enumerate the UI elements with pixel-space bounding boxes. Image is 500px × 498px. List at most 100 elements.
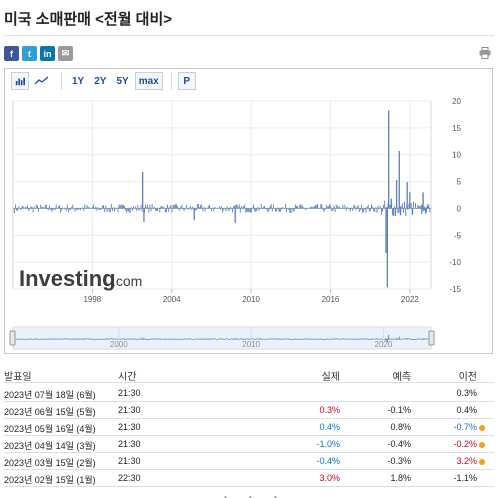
table-row: 2023년 07월 18일 (6월) 21:30 0.3% xyxy=(0,385,500,402)
y-ticks: 20 15 10 5 0 -5 -10 -15 xyxy=(449,97,461,294)
row-time: 21:30 xyxy=(118,405,141,415)
print-icon[interactable] xyxy=(479,47,491,59)
header-actual: 실제 xyxy=(321,372,340,383)
y-tick-label: 5 xyxy=(457,178,462,187)
title-divider xyxy=(4,35,494,36)
table-header-divider xyxy=(4,382,494,383)
range-1y-button[interactable]: 1Y xyxy=(72,75,85,87)
watermark-brand: Investing xyxy=(19,266,116,291)
row-date: 2023년 06월 15일 (5월) xyxy=(4,407,96,417)
row-previous: 3.2% xyxy=(456,456,477,466)
row-date: 2023년 02월 15일 (1월) xyxy=(4,475,96,485)
x-tick-label: 2004 xyxy=(163,295,181,304)
table-row: 2023년 03월 15일 (2월) 21:30 -0.4% -0.3% 3.2… xyxy=(0,453,500,470)
row-actual: -1.0% xyxy=(316,439,340,449)
y-tick-label: 15 xyxy=(452,124,461,133)
table-row: 2023년 04월 14일 (3월) 21:30 -1.0% -0.4% -0.… xyxy=(0,436,500,453)
twitter-icon[interactable]: t xyxy=(22,46,37,61)
navigator-tick-label: 2010 xyxy=(242,340,260,349)
y-tick-label: -15 xyxy=(449,285,461,294)
x-tick-label: 1998 xyxy=(83,295,101,304)
row-actual: 3.0% xyxy=(319,473,340,483)
table-header: 발표일 시간 실제 예측 이전 xyxy=(0,368,500,383)
header-date: 발표일 xyxy=(4,372,32,383)
row-time: 21:30 xyxy=(118,388,141,398)
grid-layer xyxy=(13,100,431,290)
x-ticks: 1998 2004 2010 2016 2022 xyxy=(83,289,419,304)
chart-toolbar: 1Y 2Y 5Y max P xyxy=(11,71,198,91)
row-forecast: -0.3% xyxy=(387,456,411,466)
header-previous: 이전 xyxy=(458,372,477,383)
table-row: 2023년 05월 16일 (4월) 21:30 0.4% 0.8% -0.7% xyxy=(0,419,500,436)
range-5y-button[interactable]: 5Y xyxy=(116,75,129,87)
chart-svg: 20 15 10 5 0 -5 -10 -15 1998 2004 2010 2016 2022 In… xyxy=(9,97,462,350)
bars-layer xyxy=(13,110,431,288)
revision-dot-icon xyxy=(479,459,485,465)
share-bar: f t in ✉ xyxy=(4,46,73,61)
pagination-dots[interactable]: • • • xyxy=(224,493,287,498)
row-time: 21:30 xyxy=(118,456,141,466)
row-actual: 0.3% xyxy=(319,405,340,415)
row-previous: -0.7% xyxy=(453,422,477,432)
row-date: 2023년 07월 18일 (6월) xyxy=(4,390,96,400)
watermark: Investing .com xyxy=(19,266,142,291)
page-title: 미국 소매판매 <전월 대비> xyxy=(4,11,173,28)
header-forecast: 예측 xyxy=(392,372,411,383)
bar-chart-icon[interactable] xyxy=(11,72,29,90)
revision-dot-icon xyxy=(479,442,485,448)
revision-dot-icon xyxy=(479,425,485,431)
x-tick-label: 2022 xyxy=(401,295,419,304)
y-tick-label: 20 xyxy=(452,97,461,106)
navigator-tick-label: 2020 xyxy=(374,340,392,349)
navigator-right-handle[interactable] xyxy=(428,330,435,346)
row-divider xyxy=(4,435,494,436)
toolbar-divider xyxy=(61,72,62,90)
row-time: 21:30 xyxy=(118,422,141,432)
linkedin-icon[interactable]: in xyxy=(40,46,55,61)
navigator-series xyxy=(14,335,430,343)
pin-button[interactable]: P xyxy=(177,72,196,90)
row-previous: 0.3% xyxy=(456,388,477,398)
mail-icon[interactable]: ✉ xyxy=(58,46,73,61)
row-time: 22:30 xyxy=(118,473,141,483)
header-time: 시간 xyxy=(118,372,137,383)
row-actual: -0.4% xyxy=(316,456,340,466)
row-time: 21:30 xyxy=(118,439,141,449)
row-previous: 0.4% xyxy=(456,405,477,415)
x-tick-label: 2016 xyxy=(322,295,340,304)
row-forecast: -0.4% xyxy=(387,439,411,449)
row-forecast: 1.8% xyxy=(390,473,411,483)
navigator-tick-label: 2000 xyxy=(110,340,128,349)
row-forecast: 0.8% xyxy=(390,422,411,432)
row-date: 2023년 05월 16일 (4월) xyxy=(4,424,96,434)
navigator-selection[interactable] xyxy=(13,327,431,349)
navigator[interactable]: 2000 2010 2020 xyxy=(9,326,435,350)
row-date: 2023년 04월 14일 (3월) xyxy=(4,441,96,451)
row-divider xyxy=(4,486,494,487)
chart-frame: 20 15 10 5 0 -5 -10 -15 1998 2004 2010 2016 2022 In… xyxy=(4,68,493,354)
row-divider xyxy=(4,469,494,470)
line-chart-icon[interactable] xyxy=(33,72,51,90)
range-max-button[interactable]: max xyxy=(134,72,163,90)
y-tick-label: -5 xyxy=(454,231,462,240)
row-previous: -1.1% xyxy=(453,473,477,483)
row-actual: 0.4% xyxy=(319,422,340,432)
row-date: 2023년 03월 15일 (2월) xyxy=(4,458,96,468)
plot-area xyxy=(12,100,432,290)
row-divider xyxy=(4,452,494,453)
facebook-icon[interactable]: f xyxy=(4,46,19,61)
row-previous: -0.2% xyxy=(453,439,477,449)
toolbar-divider xyxy=(170,72,172,90)
y-tick-label: 0 xyxy=(457,204,462,213)
row-divider xyxy=(4,401,494,402)
y-tick-label: -10 xyxy=(449,258,461,267)
y-tick-label: 10 xyxy=(452,151,461,160)
navigator-line xyxy=(14,338,430,340)
row-divider xyxy=(4,418,494,419)
navigator-left-handle[interactable] xyxy=(9,330,16,346)
table-row: 2023년 02월 15일 (1월) 22:30 3.0% 1.8% -1.1% xyxy=(0,470,500,487)
x-tick-label: 2010 xyxy=(242,295,260,304)
watermark-suffix: .com xyxy=(112,273,142,289)
range-2y-button[interactable]: 2Y xyxy=(94,75,107,87)
row-forecast: -0.1% xyxy=(387,405,411,415)
